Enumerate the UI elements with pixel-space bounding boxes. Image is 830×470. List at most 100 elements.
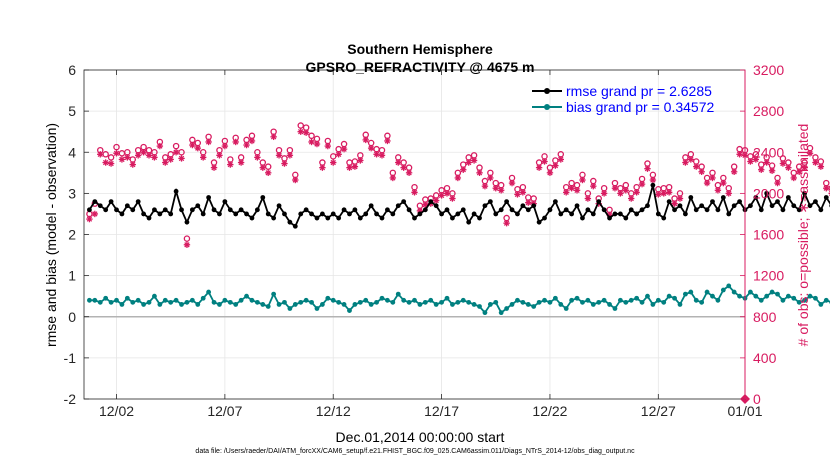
obs-possible-marker	[460, 161, 467, 168]
asterisk-stroke	[352, 163, 358, 170]
obs-assimilated-marker	[481, 182, 489, 190]
obs-assimilated-marker	[443, 190, 451, 197]
rmse-point	[444, 207, 450, 213]
obs-possible-marker	[649, 171, 657, 179]
asterisk-stroke	[823, 185, 829, 191]
obs-possible-marker	[703, 174, 711, 182]
obs-assimilated-marker	[129, 161, 136, 168]
rmse-point	[542, 215, 547, 221]
rmse-point	[509, 207, 515, 213]
rmse-point	[314, 215, 320, 221]
bias-point	[471, 302, 477, 307]
bias-point	[428, 297, 434, 303]
asterisk-stroke	[140, 149, 147, 155]
obs-assimilated-marker	[189, 141, 196, 149]
obs-assimilated-marker	[628, 195, 635, 202]
bias-point	[504, 306, 510, 311]
bias-point	[412, 297, 417, 303]
obs-possible-marker	[720, 174, 727, 182]
bias-point	[585, 297, 591, 303]
asterisk-stroke	[422, 201, 429, 208]
obs-assimilated-marker	[384, 137, 391, 145]
bias-point	[141, 302, 146, 307]
obs-assimilated-marker	[367, 144, 375, 152]
bias-point	[580, 299, 585, 305]
obs-assimilated-marker	[557, 156, 564, 163]
rmse-point	[119, 211, 125, 217]
asterisk-stroke	[671, 200, 678, 207]
obs-assimilated-marker	[795, 168, 803, 175]
chart-title: Southern Hemisphere	[347, 41, 493, 57]
rmse-point	[108, 199, 114, 205]
asterisk-stroke	[130, 161, 136, 168]
obs-assimilated-marker	[265, 169, 272, 177]
bias-point	[796, 299, 802, 305]
obs-possible-marker	[692, 158, 700, 165]
y-tick-label: -2	[64, 391, 77, 407]
asterisk-stroke	[563, 189, 569, 196]
obs-possible-marker	[671, 195, 678, 202]
bias-point	[748, 289, 753, 295]
obs-assimilated-marker	[644, 165, 651, 172]
rmse-point	[590, 211, 596, 217]
asterisk-stroke	[785, 164, 792, 171]
asterisk-stroke	[471, 157, 477, 164]
y-tick-label: -1	[64, 350, 77, 366]
obs-possible-marker	[324, 137, 332, 145]
y2-tick-label: 2400	[753, 144, 784, 160]
obs-possible-marker	[292, 171, 299, 179]
asterisk-stroke	[216, 152, 223, 159]
asterisk-stroke	[227, 161, 233, 168]
rmse-point	[168, 211, 174, 217]
obs-possible-marker	[644, 160, 651, 167]
obs-possible-marker	[817, 158, 825, 165]
bias-point	[563, 306, 569, 311]
obs-assimilated-marker	[210, 164, 218, 171]
asterisk-stroke	[747, 158, 754, 165]
bias-point	[206, 289, 212, 295]
rmse-point	[325, 215, 331, 221]
rmse-point	[688, 195, 694, 200]
asterisk-stroke	[162, 159, 168, 166]
asterisk-stroke	[731, 169, 737, 175]
bias-point	[645, 293, 650, 299]
rmse-point	[515, 211, 520, 217]
bias-point	[731, 289, 737, 295]
y2-tick-label: 1200	[753, 268, 784, 284]
bias-point	[119, 302, 125, 307]
rmse-point	[617, 211, 623, 217]
rmse-point	[347, 211, 352, 217]
rmse-point	[601, 207, 607, 213]
bias-point	[363, 297, 369, 303]
bias-point	[455, 299, 461, 305]
obs-assimilated-marker	[351, 163, 359, 170]
asterisk-stroke	[200, 154, 206, 161]
bias-point	[233, 302, 239, 307]
rmse-point	[287, 219, 293, 225]
obs-assimilated-marker	[823, 185, 830, 192]
asterisk-stroke	[395, 159, 401, 166]
obs-assimilated-marker	[302, 129, 310, 136]
y-axis-label: rmse and bias (model - observation)	[43, 123, 59, 347]
rmse-point	[184, 219, 190, 225]
obs-possible-marker	[503, 214, 510, 222]
rmse-point	[374, 211, 379, 217]
obs-possible-marker	[335, 145, 342, 153]
obs-possible-marker	[600, 184, 608, 192]
obs-possible-marker	[633, 183, 640, 191]
bias-point	[477, 304, 482, 309]
obs-assimilated-marker	[172, 149, 180, 156]
rmse-point	[92, 199, 98, 205]
asterisk-stroke	[639, 181, 645, 187]
rmse-point	[758, 207, 764, 213]
obs-assimilated-marker	[790, 174, 797, 182]
bias-point	[222, 297, 228, 303]
bias-point	[271, 291, 277, 297]
bias-point	[617, 297, 623, 303]
rmse-point	[726, 211, 732, 217]
asterisk-stroke	[476, 170, 483, 176]
y2-tick-label: 2000	[753, 185, 784, 201]
obs-assimilated-marker	[134, 152, 142, 159]
rmse-point	[330, 211, 336, 217]
rmse-point	[87, 207, 92, 213]
